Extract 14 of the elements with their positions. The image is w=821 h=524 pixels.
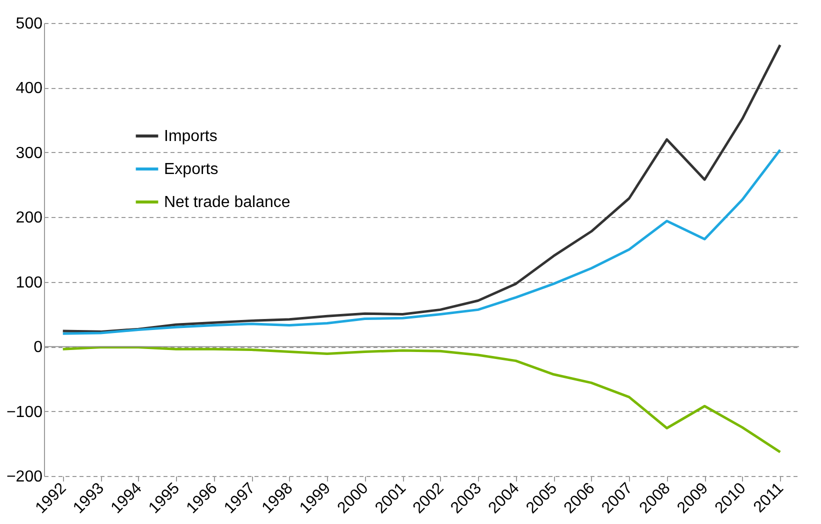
y-tick-label: 200 [16, 210, 43, 227]
legend-label: Imports [164, 128, 218, 145]
y-tick-label: 500 [16, 16, 43, 32]
y-tick-label: 100 [16, 274, 43, 292]
y-tick-label: 300 [16, 144, 43, 162]
y-tick-label: 0 [34, 339, 43, 356]
y-tick-label: −100 [6, 404, 43, 421]
legend-label: Net trade balance [164, 194, 290, 211]
line-series [62, 44, 782, 333]
line-series [62, 346, 782, 454]
y-tick-label: −200 [6, 468, 43, 486]
legend-label: Exports [164, 161, 218, 178]
y-tick-label: 400 [16, 80, 43, 98]
line-series [62, 148, 782, 335]
